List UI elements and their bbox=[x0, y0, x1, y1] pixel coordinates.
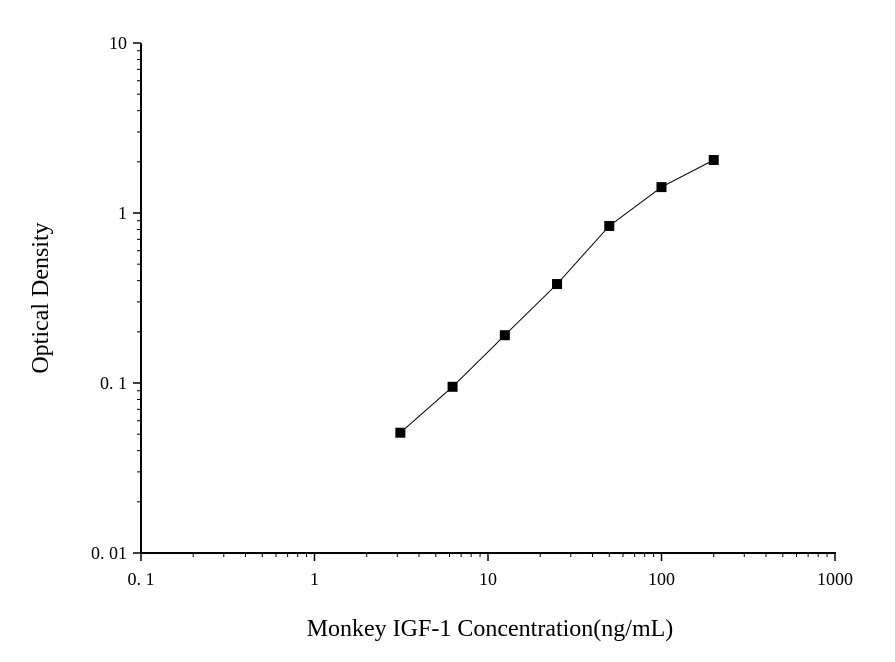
data-point bbox=[604, 220, 615, 231]
data-point bbox=[656, 182, 667, 193]
series bbox=[395, 155, 719, 438]
x-tick-label: 0. 1 bbox=[128, 569, 155, 589]
x-tick-labels: 0. 1 1 10 100 1000 bbox=[128, 569, 854, 589]
y-tick-label: 10 bbox=[109, 33, 127, 53]
x-axis-label: Monkey IGF-1 Concentration(ng/mL) bbox=[307, 616, 674, 642]
y-tick-label: 0. 1 bbox=[100, 373, 127, 393]
axes bbox=[133, 42, 836, 561]
y-tick-label: 0. 01 bbox=[91, 543, 127, 563]
x-tick-label: 10 bbox=[479, 569, 497, 589]
y-axis-label: Optical Density bbox=[28, 222, 54, 373]
data-point bbox=[447, 381, 458, 392]
data-point bbox=[552, 279, 563, 290]
y-tick-label: 1 bbox=[118, 203, 127, 223]
data-point bbox=[499, 330, 510, 341]
data-point bbox=[708, 155, 719, 166]
x-tick-label: 1 bbox=[310, 569, 319, 589]
x-tick-label: 100 bbox=[648, 569, 675, 589]
data-point bbox=[395, 427, 406, 438]
y-tick-labels: 0. 01 0. 1 1 10 bbox=[91, 33, 127, 563]
series-line bbox=[400, 159, 714, 434]
x-tick-label: 1000 bbox=[817, 569, 853, 589]
